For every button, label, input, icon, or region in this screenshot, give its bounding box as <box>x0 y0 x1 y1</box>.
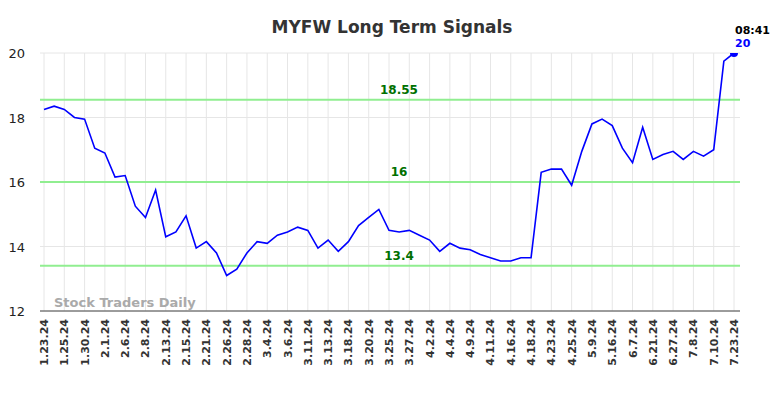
title: MYFW Long Term Signals <box>272 17 513 37</box>
x-tick-label: 2.15.24 <box>180 319 193 366</box>
y-tick-label: 18 <box>8 111 25 126</box>
watermark: Stock Traders Daily <box>54 295 196 310</box>
x-tick-label: 7.10.24 <box>708 319 721 366</box>
x-tick-label: 3.4.24 <box>261 319 274 358</box>
x-tick-label: 1.25.24 <box>58 319 71 366</box>
x-tick-label: 2.1.24 <box>99 319 112 358</box>
x-tick-label: 7.8.24 <box>687 319 700 358</box>
x-tick-label: 1.23.24 <box>38 319 51 366</box>
x-tick-label: 3.13.24 <box>322 319 335 366</box>
x-tick-label: 4.11.24 <box>484 319 497 366</box>
reference-line <box>40 99 740 101</box>
last-value-label: 20 <box>735 37 751 50</box>
y-tick-label: 20 <box>8 46 25 61</box>
x-tick-label: 4.9.24 <box>464 319 477 358</box>
x-tick-label: 3.27.24 <box>403 319 416 366</box>
x-axis <box>40 311 740 312</box>
reference-label: 16 <box>391 165 408 179</box>
x-tick-label: 1.30.24 <box>79 319 92 366</box>
x-tick-label: 2.8.24 <box>139 319 152 358</box>
y-tick-label: 12 <box>8 304 25 319</box>
x-tick-label: 2.26.24 <box>221 319 234 366</box>
plot <box>40 53 740 276</box>
grid-line <box>40 311 740 312</box>
x-tick-label: 4.18.24 <box>525 319 538 366</box>
x-tick-label: 4.23.24 <box>545 319 558 366</box>
reference-label: 18.55 <box>380 83 418 97</box>
x-tick-label: 4.4.24 <box>444 319 457 358</box>
x-tick-label: 4.16.24 <box>505 319 518 366</box>
grid-line <box>40 182 740 183</box>
x-tick-label: 7.23.24 <box>728 319 741 366</box>
x-tick-label: 6.7.24 <box>627 319 640 358</box>
x-tick-label: 5.16.24 <box>606 319 619 366</box>
x-tick-label: 3.25.24 <box>383 319 396 366</box>
y-tick-label: 14 <box>8 240 25 255</box>
y-tick-label: 16 <box>8 175 25 190</box>
x-tick-label: 2.28.24 <box>241 319 254 366</box>
x-tick-label: 2.13.24 <box>160 319 173 366</box>
x-tick-label: 5.9.24 <box>586 319 599 358</box>
time-label: 08:41 <box>735 24 770 37</box>
x-tick-label: 4.2.24 <box>424 319 437 358</box>
reference-line <box>40 265 740 267</box>
reference-line <box>40 181 740 183</box>
reference-label: 13.4 <box>384 249 414 263</box>
x-tick-label: 3.20.24 <box>363 319 376 366</box>
x-tick-label: 6.27.24 <box>667 319 680 366</box>
x-tick-label: 2.6.24 <box>119 319 132 358</box>
line <box>44 53 734 276</box>
chart: MYFW Long Term Signals 12 14 16 18 20 1.23.24 1… <box>0 0 784 398</box>
x-tick-label: 6.21.24 <box>647 319 660 366</box>
last-point <box>730 53 738 57</box>
x-tick-label: 4.25.24 <box>566 319 579 366</box>
x-tick-label: 2.21.24 <box>200 319 213 366</box>
x-tick-label: 3.6.24 <box>282 319 295 358</box>
x-tick-label: 3.18.24 <box>342 319 355 366</box>
x-tick-label: 3.11.24 <box>302 319 315 366</box>
